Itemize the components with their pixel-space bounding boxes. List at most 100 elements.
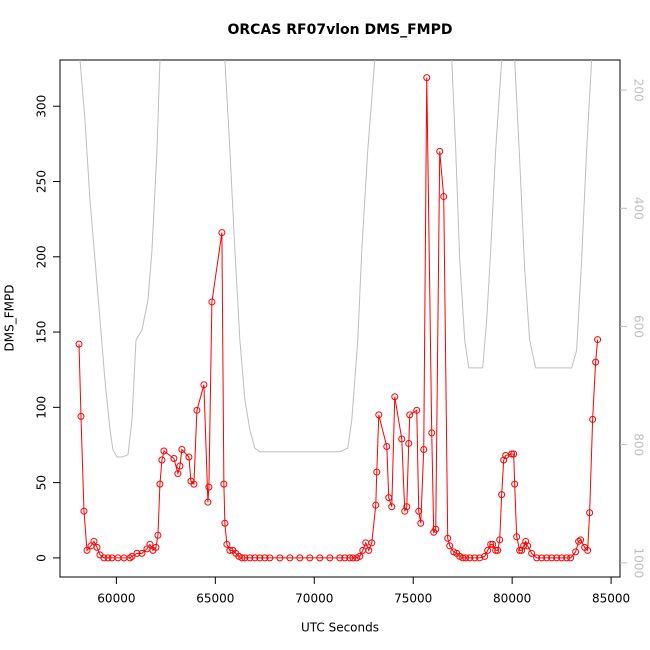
data-point	[170, 455, 178, 463]
data-point	[538, 554, 546, 562]
data-point	[494, 546, 502, 554]
data-point	[178, 445, 186, 453]
data-point	[221, 519, 229, 527]
data-point	[446, 542, 454, 550]
data-point	[508, 450, 516, 458]
data-point	[406, 411, 414, 419]
data-point	[462, 554, 470, 562]
data-point	[128, 552, 136, 560]
data-point	[341, 554, 349, 562]
data-point	[266, 554, 274, 562]
data-point	[401, 507, 409, 515]
data-point	[444, 534, 452, 542]
data-point	[126, 554, 134, 562]
y-tick-label: 0	[35, 554, 49, 562]
data-point	[218, 229, 226, 237]
data-point	[558, 554, 566, 562]
x-tick-label: 80000	[493, 592, 531, 606]
data-point	[261, 554, 269, 562]
data-point	[594, 336, 602, 344]
x-axis-label: UTC Seconds	[301, 621, 379, 635]
data-point	[326, 554, 334, 562]
data-point	[553, 554, 561, 562]
data-point	[296, 554, 304, 562]
data-point	[246, 554, 254, 562]
data-point	[100, 554, 108, 562]
series-line	[78, 77, 599, 559]
data-point	[174, 470, 182, 478]
y2-tick-label: 600	[632, 315, 646, 338]
data-point	[432, 525, 440, 533]
x-tick-label: 65000	[196, 592, 234, 606]
data-point	[543, 554, 551, 562]
data-point	[492, 546, 500, 554]
data-point	[356, 552, 364, 560]
y-tick-label: 300	[35, 95, 49, 118]
data-point	[316, 554, 324, 562]
data-point	[575, 537, 583, 545]
data-point	[156, 480, 164, 488]
data-point	[375, 411, 383, 419]
data-point	[220, 480, 228, 488]
data-point	[533, 554, 541, 562]
data-point	[528, 549, 536, 557]
data-point	[276, 554, 284, 562]
data-point	[496, 536, 504, 544]
data-point	[391, 393, 399, 401]
data-point	[481, 552, 489, 560]
data-point	[238, 554, 246, 562]
y-tick-label: 150	[35, 321, 49, 344]
data-point	[518, 546, 526, 554]
data-point	[415, 507, 423, 515]
data-point	[513, 533, 521, 541]
data-point	[459, 554, 467, 562]
data-point	[346, 554, 354, 562]
data-point	[572, 548, 580, 556]
data-point	[80, 507, 88, 515]
data-point	[204, 498, 212, 506]
data-point	[586, 509, 594, 517]
data-point	[403, 503, 411, 511]
data-point	[510, 450, 518, 458]
data-point	[511, 480, 519, 488]
data-point	[548, 554, 556, 562]
data-point	[563, 554, 571, 562]
data-point	[388, 503, 396, 511]
y2-tick-label: 800	[632, 433, 646, 456]
data-point	[160, 447, 168, 455]
data-point	[90, 537, 98, 545]
data-point	[484, 546, 492, 554]
data-point	[223, 540, 231, 548]
data-point	[592, 358, 600, 366]
data-point	[413, 406, 421, 414]
data-point	[185, 453, 193, 461]
y-tick-label: 200	[35, 245, 49, 268]
data-point	[83, 546, 91, 554]
data-point	[176, 462, 184, 470]
data-point	[516, 546, 524, 554]
data-point	[349, 554, 357, 562]
data-point	[489, 540, 497, 548]
data-point	[524, 542, 532, 550]
data-point	[158, 456, 166, 464]
data-point	[466, 554, 474, 562]
data-point	[417, 519, 425, 527]
data-point	[193, 406, 201, 414]
data-point	[138, 549, 146, 557]
y-tick-label: 50	[35, 475, 49, 490]
x-tick-label: 70000	[295, 592, 333, 606]
x-tick-label: 75000	[394, 592, 432, 606]
data-point	[286, 554, 294, 562]
data-point	[476, 554, 484, 562]
data-point	[577, 536, 585, 544]
data-point	[368, 539, 376, 547]
data-point	[205, 483, 213, 491]
data-point	[440, 193, 448, 201]
y2-tick-label: 400	[632, 197, 646, 220]
data-point	[498, 491, 506, 499]
chart-title: ORCAS RF07vlon DMS_FMPD	[228, 22, 453, 38]
data-point	[251, 554, 259, 562]
data-point	[75, 340, 83, 348]
data-point	[522, 537, 530, 545]
